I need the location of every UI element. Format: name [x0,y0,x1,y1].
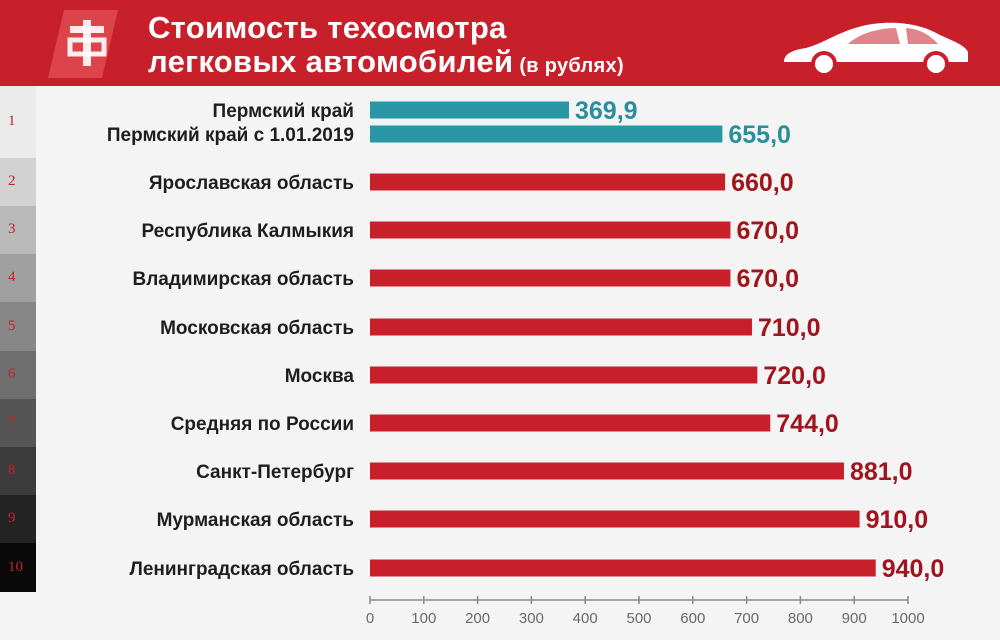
rank-cell: 4 [0,254,36,302]
x-tick-label: 100 [411,610,436,627]
car-silhouette-icon [784,22,968,77]
x-tick-label: 400 [573,610,598,627]
value-label: 881,0 [850,458,913,486]
bar [370,318,752,336]
rank-cell: 6 [0,351,36,399]
bar [370,510,860,528]
row-label: Московская область [160,318,354,339]
bar [370,125,723,143]
rank-cell: 9 [0,495,36,543]
rank-number: 1 [8,113,16,129]
chart-title-line1: Стоимость техосмотра [148,10,507,45]
x-tick-label: 900 [842,610,867,627]
row-label: Ярославская область [149,173,354,194]
rank-cell: 7 [0,399,36,447]
row-label: Средняя по России [171,414,354,435]
rank-number: 8 [8,462,16,478]
rank-cell: 2 [0,158,36,206]
value-label: 670,0 [736,217,799,245]
rank-number: 10 [8,559,23,575]
federal-press-logo-icon [48,10,118,78]
row-label: Мурманская область [157,510,354,531]
rank-number: 7 [8,414,16,430]
rank-number: 6 [8,366,16,382]
bar [370,173,726,191]
bar [370,269,731,287]
value-label: 710,0 [758,314,821,342]
rank-strip: 1 2 3 4 5 6 7 8 9 10 [0,86,36,640]
rank-cell: 8 [0,447,36,495]
bar [370,462,844,480]
bar-chart: Пермский край 369,9 Пермский край с 1.01.2… [107,97,945,627]
x-tick-label: 600 [680,610,705,627]
bar [370,101,570,119]
bar [370,559,876,577]
value-label: 369,9 [575,97,638,125]
value-label: 910,0 [866,506,929,534]
x-tick-label: 200 [465,610,490,627]
row-label: Москва [285,366,355,387]
row-label: Пермский край [213,101,354,122]
x-tick-label: 500 [626,610,651,627]
row-label: Владимирская область [132,269,354,290]
value-label: 670,0 [736,265,799,293]
row-label: Пермский край с 1.01.2019 [107,125,354,146]
row-label: Республика Калмыкия [141,221,354,242]
bar [370,221,731,239]
rank-cell: 10 [0,543,36,592]
value-label: 660,0 [731,169,794,197]
rank-number: 9 [8,510,16,526]
x-tick-label: 800 [788,610,813,627]
chart-header: Стоимость техосмотра легковых автомобиле… [0,0,1000,86]
bar [370,414,771,432]
value-label: 940,0 [882,555,945,583]
x-tick-label: 700 [734,610,759,627]
rank-cell: 1 [0,86,36,158]
rank-number: 4 [8,269,16,285]
value-label: 744,0 [776,410,839,438]
chart-title-line2-text: легковых автомобилей [148,44,514,79]
chart-title-line2: легковых автомобилей (в рублях) [148,44,624,80]
rank-cell: 3 [0,206,36,254]
row-label: Ленинградская область [130,559,355,580]
x-tick-label: 1000 [891,610,924,627]
rank-number: 5 [8,318,16,334]
chart-subtitle: (в рублях) [519,55,624,77]
rank-cell: 5 [0,302,36,351]
value-label: 720,0 [763,362,826,390]
row-label: Санкт-Петербург [196,462,354,483]
rank-number: 2 [8,173,16,189]
value-label: 655,0 [728,121,791,149]
rank-number: 3 [8,221,16,237]
bar [370,366,758,384]
x-tick-label: 300 [519,610,544,627]
x-tick-label: 0 [366,610,374,627]
